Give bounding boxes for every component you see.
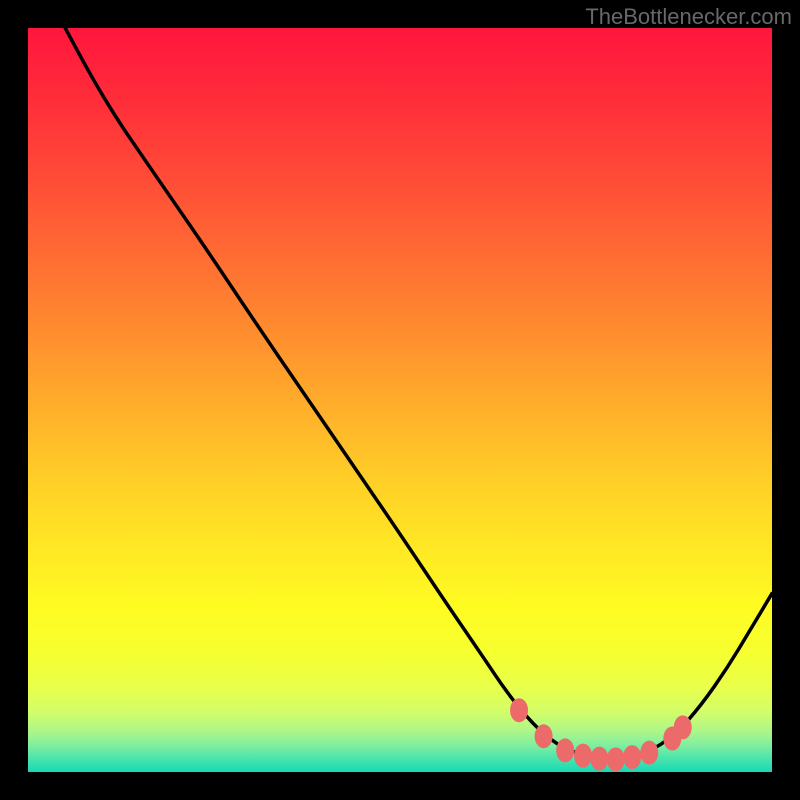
curve-marker — [574, 744, 592, 768]
curve-marker — [590, 747, 608, 771]
curve-marker — [640, 741, 658, 765]
bottleneck-curve — [28, 28, 772, 772]
curve-marker — [535, 724, 553, 748]
curve-marker — [607, 747, 625, 771]
curve-marker — [556, 738, 574, 762]
plot-area — [28, 28, 772, 772]
curve-marker — [674, 715, 692, 739]
curve-marker — [623, 745, 641, 769]
watermark-text: TheBottlenecker.com — [585, 4, 792, 30]
curve-marker — [510, 698, 528, 722]
